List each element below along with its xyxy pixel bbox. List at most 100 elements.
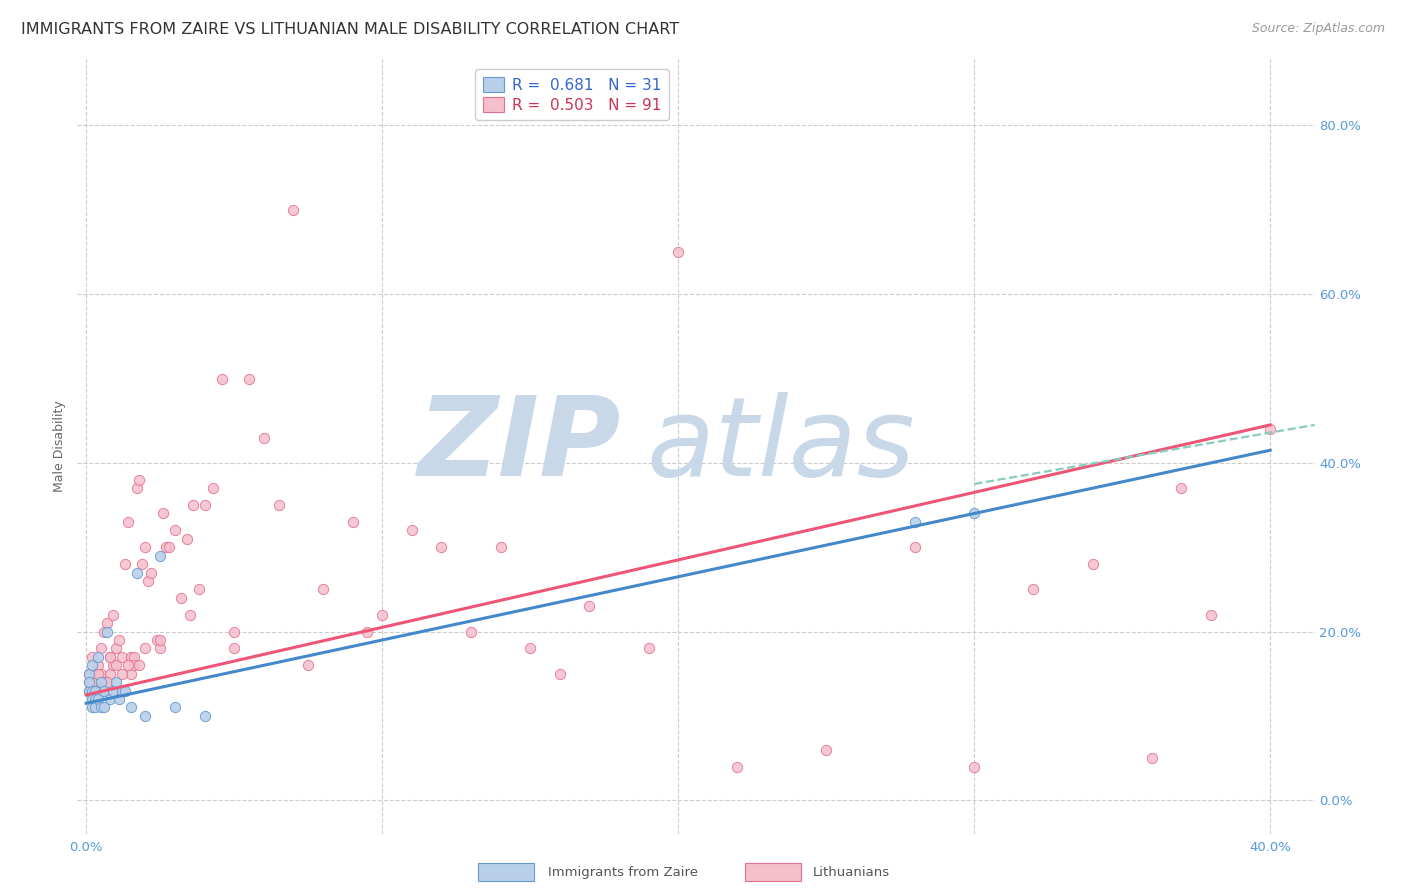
Point — [93, 624, 115, 639]
Point — [548, 666, 571, 681]
Text: IMMIGRANTS FROM ZAIRE VS LITHUANIAN MALE DISABILITY CORRELATION CHART: IMMIGRANTS FROM ZAIRE VS LITHUANIAN MALE… — [21, 22, 679, 37]
Point — [224, 624, 246, 639]
Point — [98, 666, 121, 681]
Point — [963, 759, 986, 773]
Point — [460, 624, 482, 639]
Point — [82, 658, 104, 673]
Text: ZIP: ZIP — [418, 392, 621, 500]
Point — [194, 498, 217, 512]
Point — [176, 532, 198, 546]
Point — [125, 566, 148, 580]
Point — [1081, 557, 1104, 571]
Point — [149, 641, 172, 656]
Point — [356, 624, 378, 639]
Point — [84, 666, 107, 681]
Point — [131, 557, 153, 571]
Point — [120, 649, 142, 664]
Point — [101, 607, 124, 622]
Point — [342, 515, 364, 529]
Point — [104, 675, 127, 690]
Point — [194, 709, 217, 723]
Point — [117, 515, 139, 529]
Point — [297, 658, 319, 673]
Point — [107, 633, 129, 648]
Point — [77, 683, 100, 698]
Point — [666, 244, 689, 259]
Point — [90, 683, 112, 698]
Point — [82, 649, 104, 664]
Point — [93, 675, 115, 690]
Point — [114, 557, 136, 571]
Point — [77, 683, 100, 698]
Point — [815, 742, 838, 756]
Point — [77, 675, 100, 690]
Point — [401, 524, 423, 538]
Point — [101, 658, 124, 673]
Point — [155, 540, 177, 554]
Point — [104, 641, 127, 656]
Point — [138, 574, 160, 588]
Point — [125, 481, 148, 495]
Point — [111, 649, 134, 664]
Point — [963, 507, 986, 521]
Point — [163, 524, 186, 538]
Point — [84, 683, 107, 698]
Text: Source: ZipAtlas.com: Source: ZipAtlas.com — [1251, 22, 1385, 36]
Point — [1199, 607, 1222, 622]
Point — [202, 481, 225, 495]
Point — [84, 683, 107, 698]
Point — [84, 683, 107, 698]
Point — [77, 666, 100, 681]
Point — [98, 692, 121, 706]
Point — [371, 607, 394, 622]
Text: Immigrants from Zaire: Immigrants from Zaire — [548, 866, 699, 879]
Point — [84, 700, 107, 714]
Point — [152, 507, 174, 521]
Point — [904, 540, 927, 554]
Point — [90, 641, 112, 656]
Point — [149, 549, 172, 563]
Point — [725, 759, 748, 773]
Point — [82, 675, 104, 690]
Point — [128, 658, 150, 673]
Point — [90, 666, 112, 681]
Point — [111, 666, 134, 681]
Point — [93, 700, 115, 714]
Point — [114, 683, 136, 698]
Point — [1140, 751, 1163, 765]
Point — [77, 666, 100, 681]
Point — [82, 692, 104, 706]
Point — [87, 692, 110, 706]
Point — [1022, 582, 1045, 597]
Point — [128, 473, 150, 487]
Point — [90, 700, 112, 714]
Point — [117, 658, 139, 673]
Point — [87, 675, 110, 690]
Point — [77, 675, 100, 690]
Point — [578, 599, 600, 614]
Point — [489, 540, 512, 554]
Point — [104, 658, 127, 673]
Point — [283, 202, 305, 217]
Point — [93, 683, 115, 698]
Point — [224, 641, 246, 656]
Point — [312, 582, 335, 597]
Point — [82, 683, 104, 698]
Point — [98, 649, 121, 664]
Point — [187, 582, 209, 597]
Point — [267, 498, 290, 512]
Point — [146, 633, 169, 648]
Point — [179, 607, 201, 622]
Point — [637, 641, 659, 656]
Point — [87, 649, 110, 664]
Point — [238, 371, 260, 385]
Point — [98, 649, 121, 664]
Point — [90, 675, 112, 690]
Point — [96, 616, 118, 631]
Point — [111, 683, 134, 698]
Point — [134, 709, 156, 723]
Point — [120, 700, 142, 714]
Point — [96, 624, 118, 639]
Y-axis label: Male Disability: Male Disability — [52, 401, 66, 491]
Point — [1258, 422, 1281, 436]
